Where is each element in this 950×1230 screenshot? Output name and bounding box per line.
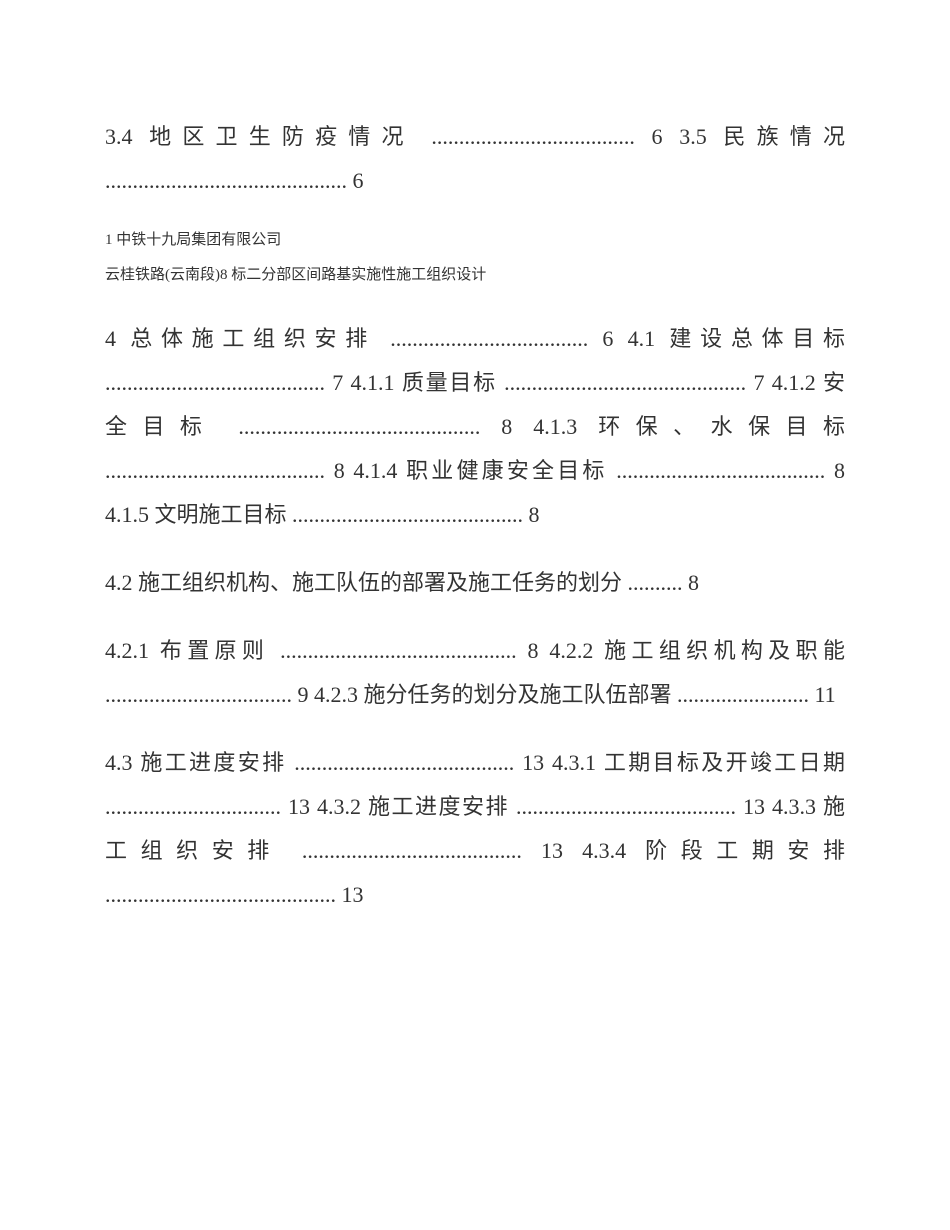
page-footer-section: 1 中铁十九局集团有限公司 云桂铁路(云南段)8 标二分部区间路基实施性施工组织… [105,227,845,289]
footer-project-title: 云桂铁路(云南段)8 标二分部区间路基实施性施工组织设计 [105,262,845,289]
toc-block-section-3: 3.4 地区卫生防疫情况 ...........................… [105,115,845,203]
footer-company: 1 中铁十九局集团有限公司 [105,227,845,254]
toc-block-section-4-1: 4 总体施工组织安排 .............................… [105,317,845,537]
toc-block-section-4-2-sub: 4.2.1 布置原则 .............................… [105,629,845,717]
toc-block-section-4-3: 4.3 施工进度安排 .............................… [105,741,845,917]
toc-heading-4-2: 4.2 施工组织机构、施工队伍的部署及施工任务的划分 .......... 8 [105,561,845,605]
